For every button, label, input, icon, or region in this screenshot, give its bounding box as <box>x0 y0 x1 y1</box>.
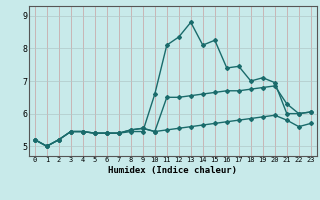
X-axis label: Humidex (Indice chaleur): Humidex (Indice chaleur) <box>108 166 237 175</box>
